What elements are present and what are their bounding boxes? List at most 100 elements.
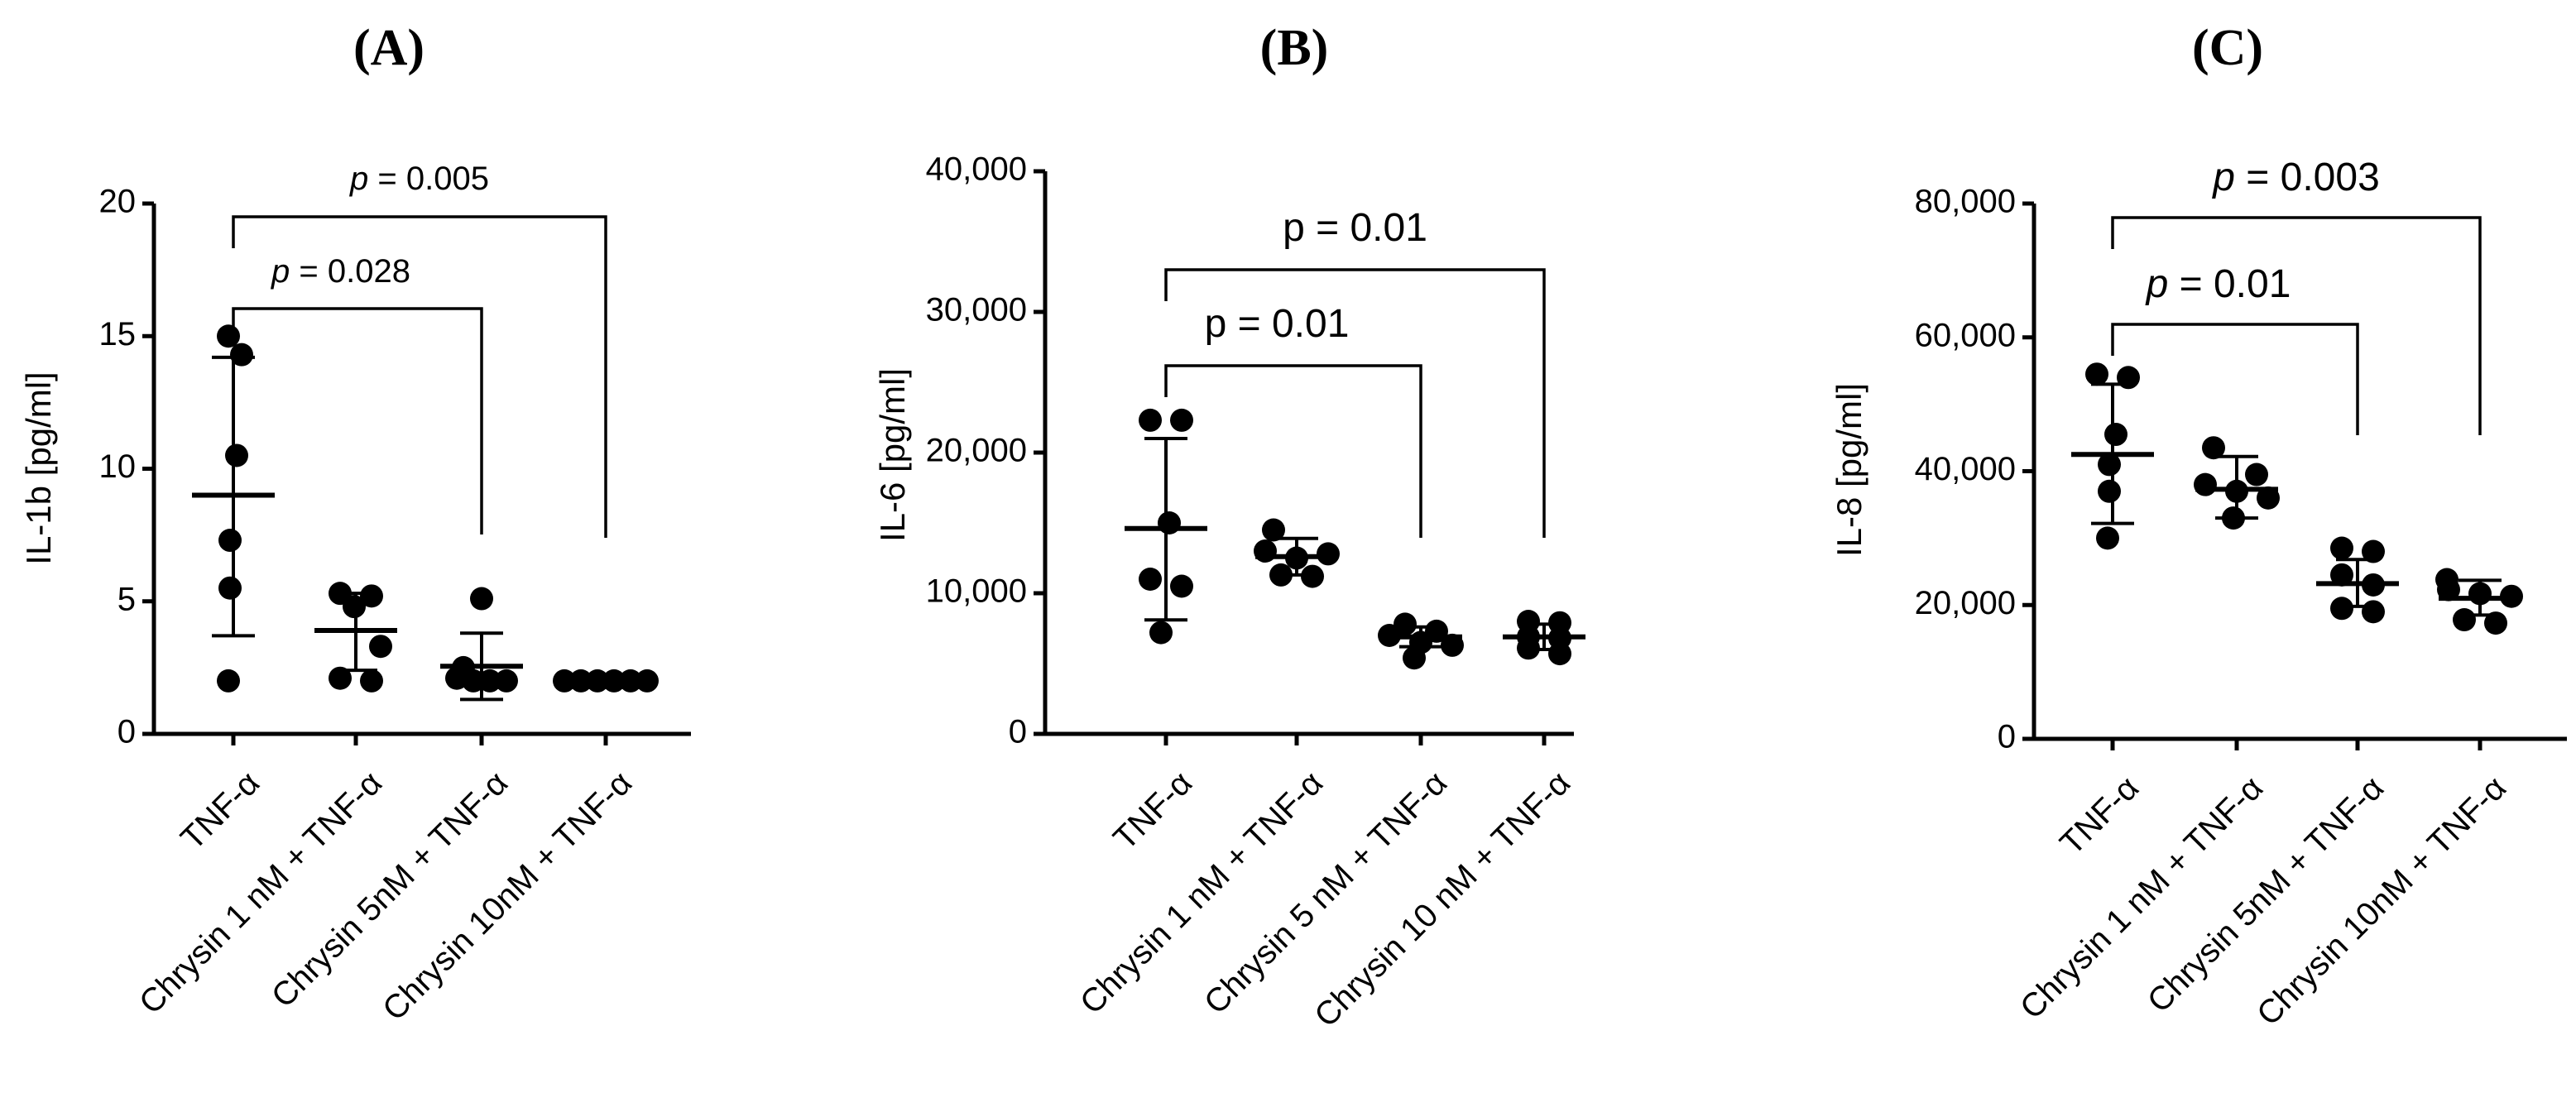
p-symbol: p [2145,262,2169,306]
data-point [2085,362,2108,386]
panel-title: (B) [1260,20,1329,76]
comparison-bracket [232,215,607,538]
p-value: = 0.003 [2235,156,2380,199]
data-point [1139,568,1162,591]
data-point [217,324,240,348]
data-point [1139,408,1162,432]
data-point [230,343,253,367]
y-axis-label: IL-1b [pg/ml] [19,371,58,564]
data-point [619,669,642,693]
data-point [2362,600,2385,624]
comparison-bracket [2111,323,2359,435]
p-value-label: p = 0.028 [271,253,410,290]
data-point [1149,621,1173,645]
p-value-label: p = 0.01 [1283,206,1427,250]
data-point [2245,463,2268,486]
panel-title: (A) [353,20,425,76]
y-tick-label: 60,000 [1915,317,2016,353]
data-point [2468,582,2492,606]
data-point [478,669,501,693]
y-tick-label: 20 [99,184,137,220]
data-point [553,669,576,693]
comparison-bracket [1164,364,1422,538]
data-point [2098,479,2121,503]
data-point [2500,584,2523,608]
data-point [586,669,609,693]
data-point [1317,542,1340,566]
data-point [1517,636,1540,660]
data-point [2194,472,2217,496]
y-tick-label: 10 [99,448,137,485]
x-tick-label: Chrysin 5nM + TNF-α [2141,769,2391,1019]
data-point [1548,642,1571,666]
y-tick-label: 0 [1998,719,2016,755]
data-point [1403,646,1426,670]
x-tick-label: Chrysin 5nM + TNF-α [265,764,515,1014]
data-point [2225,479,2248,503]
data-point [569,669,592,693]
p-value: = 0.028 [290,253,410,290]
x-tick-label: Chrysin 1 nM + TNF-α [1073,764,1330,1021]
panel-title: (C) [2192,20,2263,76]
data-point [218,576,242,600]
y-tick-label: 20,000 [926,433,1027,469]
y-tick-label: 80,000 [1915,184,2016,220]
data-point [495,669,518,693]
comparison-bracket [2111,216,2482,435]
data-point [1170,574,1193,598]
y-tick-label: 40,000 [1915,451,2016,487]
data-point [217,669,240,693]
comparison-bracket [232,307,483,534]
data-point [2222,506,2245,530]
p-symbol: p [1283,206,1305,250]
data-point [360,584,383,608]
x-tick-label: TNF-α [174,764,266,857]
data-point [1269,563,1293,587]
p-value-label: p = 0.003 [2211,156,2380,199]
data-point [343,595,366,619]
x-tick-label: Chrysin 1 nM + TNF-α [132,764,389,1021]
data-point [2257,486,2280,510]
panel-c: (C) IL-8 [pg/ml] 0 20,000 40,000 60,000 80,000… [1830,20,2567,1033]
p-symbol: p [271,253,290,290]
data-point [2362,539,2385,563]
comparison-bracket [1164,268,1546,538]
data-point [1301,564,1324,588]
data-point [1254,539,1277,563]
data-point [1170,408,1193,432]
x-tick-label: Chrysin 5 nM + TNF-α [1197,764,1454,1021]
y-tick-label: 40,000 [926,151,1027,188]
p-value-label: p = 0.01 [1205,302,1350,346]
x-tick-label: Chrysin 1 nM + TNF-α [2013,769,2270,1026]
p-value: = 0.01 [1226,302,1349,346]
x-tick-label: Chrysin 10 nM + TNF-α [1307,764,1577,1034]
y-tick-label: 20,000 [1915,585,2016,621]
y-tick-label: 15 [99,316,137,352]
data-point [1285,546,1308,570]
p-value: = 0.01 [1305,206,1427,250]
x-tick-label: TNF-α [1106,764,1199,857]
data-point [329,666,352,690]
y-tick-label: 0 [118,714,136,750]
data-point [2096,526,2119,550]
data-point [369,635,392,659]
x-tick-label: TNF-α [2053,769,2146,862]
p-symbol: p [2211,156,2235,199]
y-axis-label: IL-8 [pg/ml] [1830,383,1868,557]
data-point [470,587,493,611]
data-point [218,529,242,553]
data-point [1262,518,1285,542]
data-point [2330,563,2353,587]
y-tick-label: 0 [1009,714,1027,750]
data-point [2098,453,2121,477]
y-axis-label: IL-6 [pg/ml] [873,368,912,542]
data-point [462,669,485,693]
panel-b: (B) IL-6 [pg/ml] 0 10,000 20,000 30,000 40,000… [873,20,1585,1034]
data-point [2330,597,2353,621]
data-point [2437,578,2460,602]
p-value: = 0.005 [368,161,489,197]
data-point [2104,423,2127,447]
y-tick-label: 5 [118,581,136,617]
data-point [2362,573,2385,597]
